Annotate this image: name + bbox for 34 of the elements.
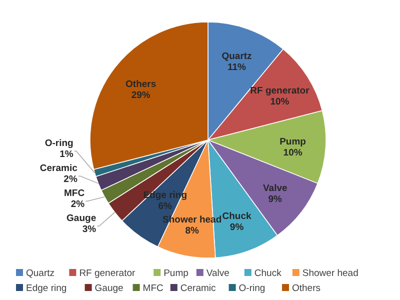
legend-label: Chuck	[254, 268, 282, 279]
legend-label: MFC	[142, 283, 164, 294]
legend-label: Shower head	[302, 268, 358, 279]
slice-label: RF generator	[250, 85, 310, 96]
legend-label: Ceramic	[180, 283, 216, 294]
data-label: 10%	[283, 147, 303, 158]
slice-label: MFC	[64, 188, 85, 200]
legend-label: RF generator	[79, 268, 136, 279]
legend-label: Others	[292, 283, 321, 294]
data-label: 8%	[185, 225, 200, 236]
slice-label: Chuck	[222, 210, 252, 222]
slice-label: Ceramic	[40, 163, 78, 174]
legend-label: Edge ring	[26, 283, 67, 294]
data-label: 11%	[228, 62, 247, 74]
legend-label: O-ring	[238, 283, 266, 294]
data-label: 9%	[230, 222, 244, 233]
slice-label: Quartz	[222, 51, 252, 62]
slice-label: O-ring	[44, 138, 74, 150]
data-label: 2%	[64, 174, 78, 186]
slice-label: Gauge	[66, 213, 96, 224]
data-label: 3%	[82, 224, 97, 236]
legend-label: Valve	[206, 268, 230, 279]
slice-label: Others	[126, 78, 156, 90]
data-label: 6%	[158, 201, 173, 212]
slice-label: Pump	[280, 136, 306, 148]
data-label: 10%	[270, 96, 290, 108]
data-label: 2%	[70, 199, 86, 210]
legend-label: Pump	[164, 268, 188, 279]
data-label: 29%	[131, 90, 151, 101]
legend-label: Gauge	[94, 283, 124, 294]
data-label: 1%	[60, 149, 74, 160]
legend-label: Quartz	[26, 268, 55, 279]
data-label: 9%	[268, 194, 283, 206]
slice-label: Valve	[262, 183, 288, 194]
